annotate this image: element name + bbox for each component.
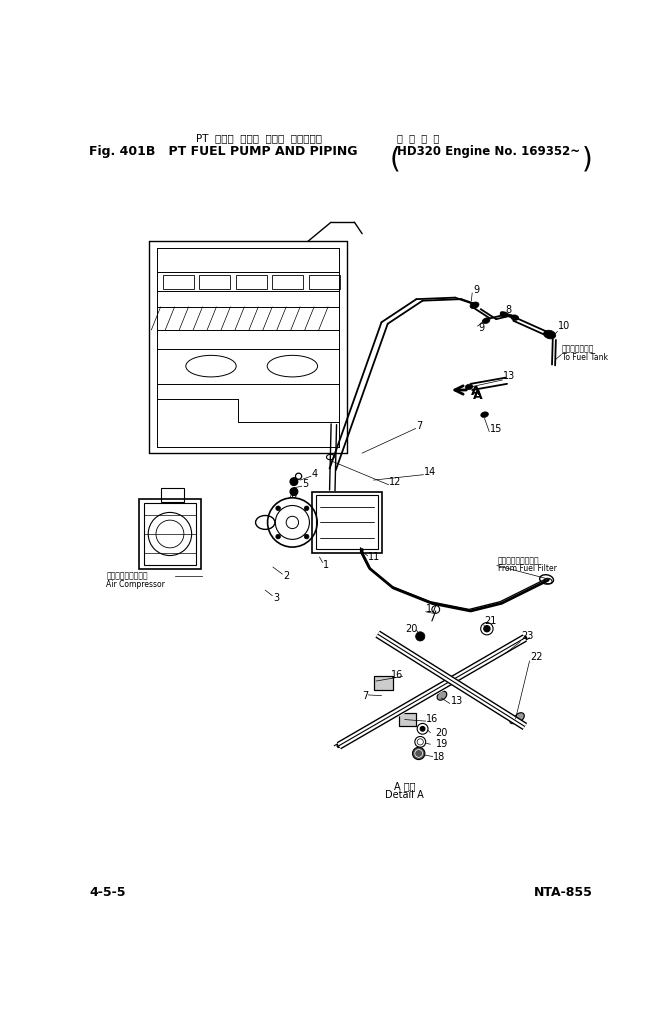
Text: 22: 22: [530, 652, 543, 662]
Text: フェルタンクへ: フェルタンクへ: [562, 345, 595, 354]
Bar: [399, 713, 416, 726]
Text: HD320 Engine No. 169352~: HD320 Engine No. 169352~: [397, 145, 580, 158]
Text: 20: 20: [405, 623, 417, 634]
Bar: [144, 503, 196, 564]
Text: 7: 7: [416, 421, 423, 431]
Bar: [309, 275, 340, 289]
Text: 19: 19: [436, 739, 448, 750]
Text: NTA-855: NTA-855: [533, 886, 593, 899]
Text: Detail A: Detail A: [386, 790, 424, 800]
Ellipse shape: [500, 312, 508, 317]
Text: Fig. 401B   PT FUEL PUMP AND PIPING: Fig. 401B PT FUEL PUMP AND PIPING: [89, 145, 358, 158]
Circle shape: [484, 625, 490, 632]
Circle shape: [276, 534, 281, 539]
Ellipse shape: [515, 713, 524, 722]
Text: 適  用  号  機: 適 用 号 機: [397, 133, 440, 142]
Bar: [312, 491, 382, 553]
Bar: [316, 495, 378, 549]
Ellipse shape: [465, 384, 473, 390]
Text: 9: 9: [478, 323, 485, 334]
Text: 11: 11: [368, 552, 380, 562]
Text: 16: 16: [426, 714, 439, 724]
Circle shape: [416, 632, 425, 641]
Text: 14: 14: [424, 468, 436, 477]
Bar: [236, 275, 267, 289]
Text: 8: 8: [505, 305, 511, 315]
Text: From Fuel Filter: From Fuel Filter: [497, 564, 557, 574]
Text: A: A: [471, 385, 480, 398]
Circle shape: [305, 506, 309, 511]
Bar: [272, 275, 303, 289]
Text: 1: 1: [323, 559, 329, 570]
Text: A: A: [473, 388, 483, 402]
Bar: [374, 676, 393, 691]
Ellipse shape: [511, 315, 519, 320]
Ellipse shape: [543, 331, 556, 339]
Text: 3: 3: [273, 593, 279, 603]
Text: (: (: [389, 145, 400, 173]
Text: 12: 12: [389, 477, 402, 487]
Text: ): ): [583, 145, 593, 173]
Text: 15: 15: [490, 423, 502, 433]
Text: 9: 9: [473, 285, 479, 295]
Text: エアーコンプレッサ: エアーコンプレッサ: [106, 572, 148, 581]
Text: 23: 23: [521, 632, 533, 642]
Bar: [374, 676, 393, 691]
Text: 7: 7: [362, 691, 368, 701]
Circle shape: [290, 478, 298, 485]
Bar: [399, 713, 416, 726]
Text: Air Compressor: Air Compressor: [106, 581, 165, 589]
Circle shape: [420, 726, 425, 731]
Text: 4: 4: [312, 469, 318, 479]
Ellipse shape: [470, 302, 479, 308]
Text: 18: 18: [434, 753, 446, 763]
Ellipse shape: [481, 412, 488, 417]
Text: 10: 10: [558, 321, 571, 332]
Bar: [163, 275, 194, 289]
Text: 6: 6: [291, 490, 297, 500]
Ellipse shape: [437, 692, 447, 701]
Bar: [161, 488, 184, 501]
Text: 4-5-5: 4-5-5: [89, 886, 126, 899]
Text: 21: 21: [485, 616, 497, 626]
Text: 17: 17: [426, 604, 439, 613]
Bar: [139, 499, 201, 569]
Text: To Fuel Tank: To Fuel Tank: [562, 353, 608, 362]
Bar: [200, 275, 230, 289]
Text: 16: 16: [391, 670, 403, 680]
Ellipse shape: [482, 318, 490, 323]
Text: 13: 13: [450, 696, 463, 706]
Text: A 詳細: A 詳細: [394, 781, 416, 791]
Text: 20: 20: [436, 727, 448, 737]
Circle shape: [276, 506, 281, 511]
Circle shape: [305, 534, 309, 539]
Circle shape: [412, 747, 425, 760]
Circle shape: [290, 488, 298, 495]
Text: PT  フェル  ポンプ  および  パイピング: PT フェル ポンプ および パイピング: [196, 133, 321, 142]
Text: 13: 13: [503, 371, 515, 381]
Text: フェルフィルタから: フェルフィルタから: [497, 556, 539, 565]
Text: 2: 2: [283, 572, 289, 582]
Text: 5: 5: [303, 479, 309, 489]
